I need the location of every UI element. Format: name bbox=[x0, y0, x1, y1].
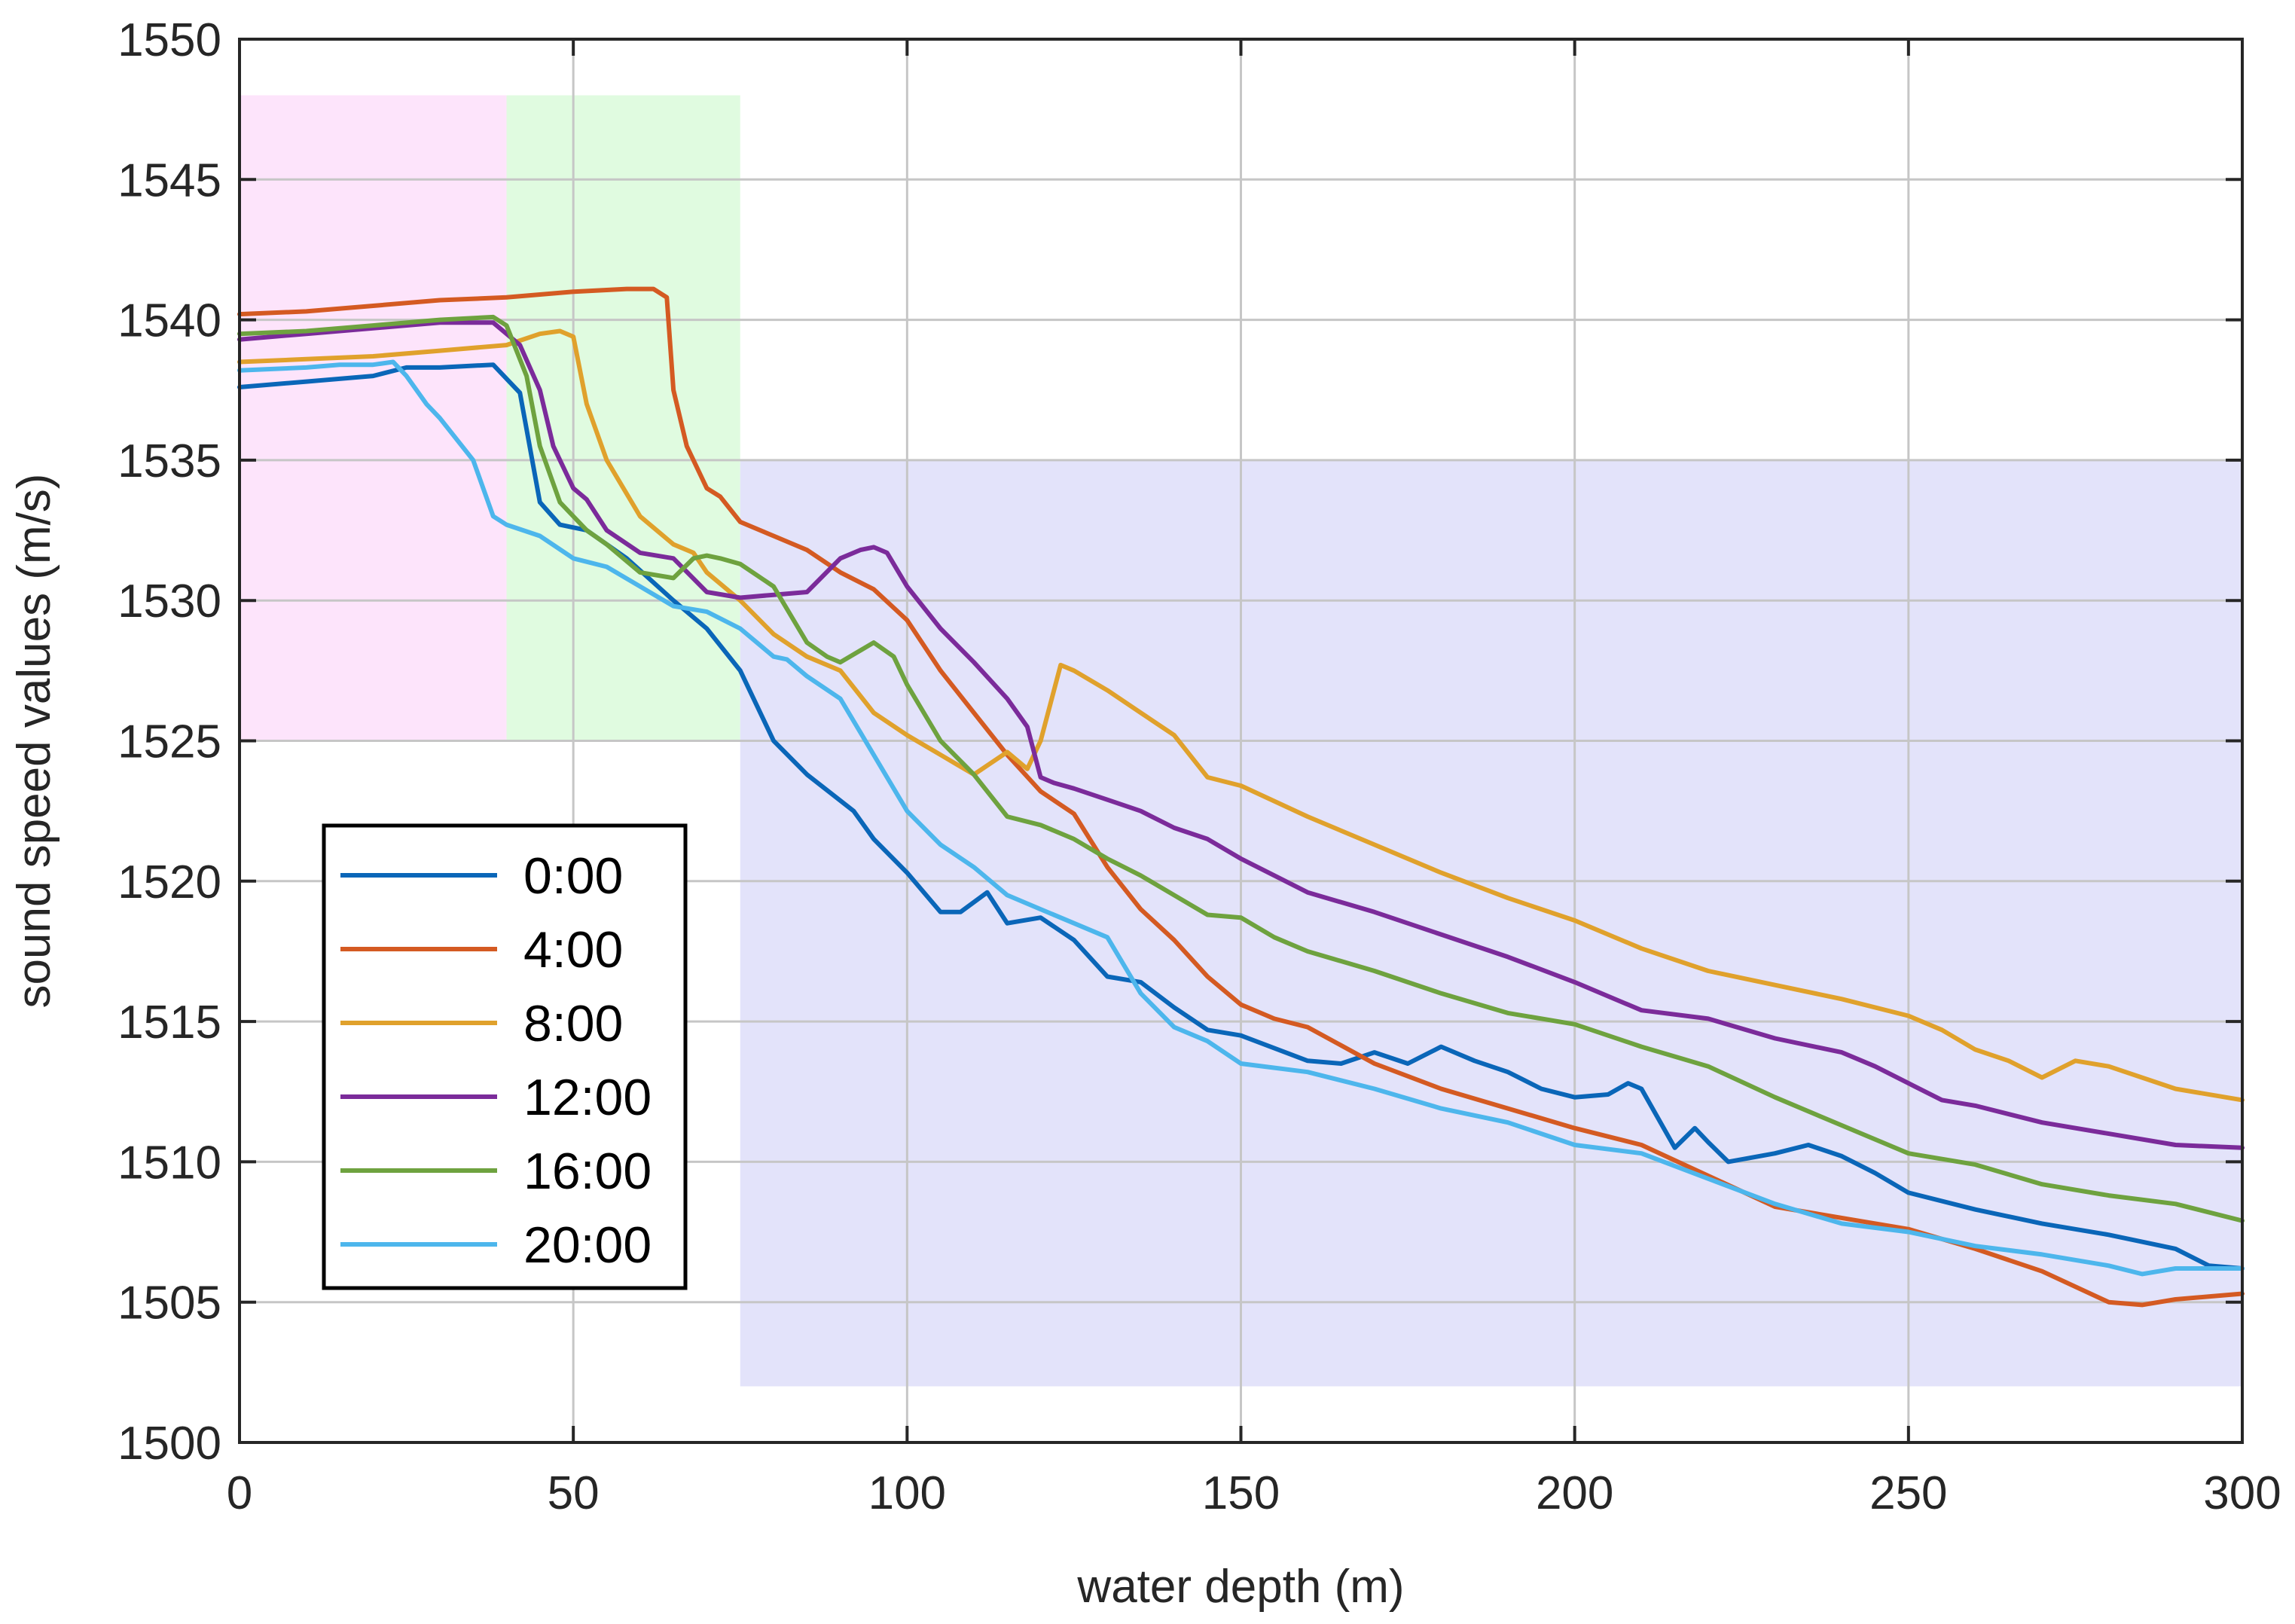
x-tick-labels: 0 50 100 150 200 250 300 bbox=[227, 1467, 2281, 1519]
y-tick-label: 1535 bbox=[117, 435, 221, 487]
shaded-regions bbox=[240, 95, 2242, 1387]
region-surface-layer bbox=[240, 95, 507, 741]
series-line-12-00 bbox=[237, 320, 2245, 1150]
x-tick-label: 150 bbox=[1202, 1467, 1280, 1519]
y-tick-label: 1530 bbox=[117, 575, 221, 627]
y-tick-label: 1540 bbox=[117, 295, 221, 347]
y-tick-labels: 1500 1505 1510 1515 1520 1525 1530 1535 1540 1545… bbox=[117, 14, 221, 1470]
x-tick-label: 200 bbox=[1536, 1467, 1613, 1519]
legend-label: 4:00 bbox=[523, 921, 623, 978]
legend-label: 8:00 bbox=[523, 995, 623, 1052]
axis-ticks bbox=[238, 38, 2244, 1444]
region-deep-layer bbox=[740, 459, 2242, 1387]
grid-lines bbox=[238, 38, 2244, 1444]
y-tick-label: 1510 bbox=[117, 1137, 221, 1189]
data-series bbox=[237, 286, 2245, 1308]
y-tick-label: 1520 bbox=[117, 856, 221, 908]
y-axis-label: sound speed values (m/s) bbox=[8, 474, 60, 1009]
region-thermocline bbox=[506, 95, 740, 741]
legend-label: 20:00 bbox=[523, 1216, 652, 1274]
y-tick-label: 1550 bbox=[117, 14, 221, 66]
legend: 0:00 4:00 8:00 12:00 16:00 20:00 bbox=[322, 823, 688, 1290]
series-line-20-00 bbox=[237, 359, 2245, 1277]
y-tick-label: 1515 bbox=[117, 997, 221, 1049]
legend-label: 16:00 bbox=[523, 1143, 652, 1200]
x-axis-label: water depth (m) bbox=[1076, 1561, 1404, 1613]
series-line-16-00 bbox=[237, 314, 2245, 1223]
x-tick-label: 250 bbox=[1869, 1467, 1947, 1519]
legend-label: 12:00 bbox=[523, 1069, 652, 1126]
y-tick-label: 1505 bbox=[117, 1278, 221, 1329]
series-line-4-00 bbox=[237, 286, 2245, 1308]
y-tick-label: 1500 bbox=[117, 1418, 221, 1470]
x-tick-label: 0 bbox=[227, 1467, 252, 1519]
x-tick-label: 50 bbox=[548, 1467, 600, 1519]
y-tick-label: 1525 bbox=[117, 716, 221, 768]
x-tick-label: 100 bbox=[868, 1467, 946, 1519]
legend-box bbox=[322, 823, 688, 1290]
y-tick-label: 1545 bbox=[117, 154, 221, 206]
legend-label: 0:00 bbox=[523, 847, 623, 905]
series-line-8-00 bbox=[237, 328, 2245, 1103]
x-tick-label: 300 bbox=[2203, 1467, 2281, 1519]
